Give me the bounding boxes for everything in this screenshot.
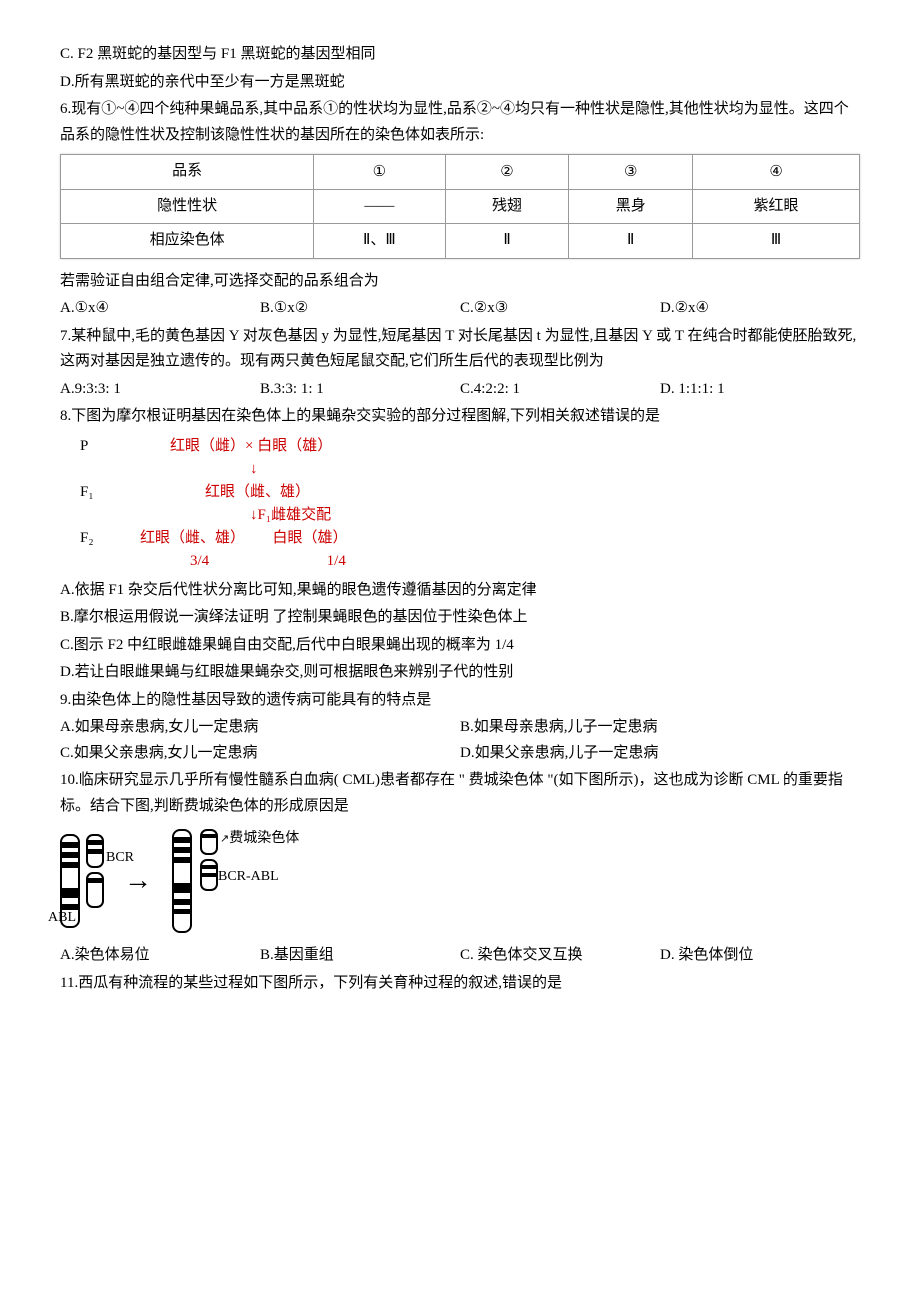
- q10-option-b: B.基因重组: [260, 943, 460, 969]
- table-cell: Ⅱ: [445, 224, 569, 259]
- bcr-label: BCR: [106, 846, 134, 870]
- table-cell: Ⅱ: [569, 224, 693, 259]
- q7-option-b: B.3:3: 1: 1: [260, 377, 460, 403]
- q6-stem: 6.现有①~④四个纯种果蝇品系,其中品系①的性状均为显性,品系②~④均只有一种性…: [60, 97, 860, 148]
- table-cell: 相应染色体: [61, 224, 314, 259]
- q9-option-d: D.如果父亲患病,儿子一定患病: [460, 741, 860, 767]
- q5-option-d: D.所有黑斑蛇的亲代中至少有一方是黑斑蛇: [60, 70, 860, 96]
- table-row: 相应染色体 Ⅱ、Ⅲ Ⅱ Ⅱ Ⅲ: [61, 224, 860, 259]
- q8-diagram: P 红眼（雌）× 白眼（雄） ↓ F₁ 红眼（雌、雄） ↓F₁雌雄交配 F₂ 红…: [80, 436, 860, 572]
- arrow-down-icon: ↓: [250, 459, 258, 480]
- table-row: 隐性性状 —— 残翅 黑身 紫红眼: [61, 189, 860, 224]
- table-cell: 残翅: [445, 189, 569, 224]
- q7-option-a: A.9:3:3: 1: [60, 377, 260, 403]
- q10-stem: 10.临床研究显示几乎所有慢性髓系白血病( CML)患者都存在 " 费城染色体 …: [60, 768, 860, 819]
- chromosome-icon: [172, 829, 192, 933]
- q6-option-c: C.②x③: [460, 296, 660, 322]
- ph-label: ↗费城染色体: [220, 827, 299, 851]
- q9-choices-row1: A.如果母亲患病,女儿一定患病 B.如果母亲患病,儿子一定患病: [60, 715, 860, 741]
- q8-option-b: B.摩尔根运用假说一演绎法证明 了控制果蝇眼色的基因位于性染色体上: [60, 605, 860, 631]
- q7-choices: A.9:3:3: 1 B.3:3: 1: 1 C.4:2:2: 1 D. 1:1…: [60, 377, 860, 403]
- q7-option-c: C.4:2:2: 1: [460, 377, 660, 403]
- chromosome-icon: [200, 829, 218, 855]
- table-header: ③: [569, 155, 693, 190]
- table-header: 品系: [61, 155, 314, 190]
- q8-option-d: D.若让白眼雌果蝇与红眼雄果蝇杂交,则可根据眼色来辨别子代的性别: [60, 660, 860, 686]
- bcrabl-label: BCR-ABL: [218, 865, 279, 889]
- chromosome-icon: [86, 872, 104, 908]
- q9-stem: 9.由染色体上的隐性基因导致的遗传病可能具有的特点是: [60, 688, 860, 714]
- chromosome-icon: [200, 859, 218, 891]
- q6-option-a: A.①x④: [60, 296, 260, 322]
- q9-choices-row2: C.如果父亲患病,女儿一定患病 D.如果父亲患病,儿子一定患病: [60, 741, 860, 767]
- q9-option-b: B.如果母亲患病,儿子一定患病: [460, 715, 860, 741]
- q8-stem: 8.下图为摩尔根证明基因在染色体上的果蝇杂交实验的部分过程图解,下列相关叙述错误…: [60, 404, 860, 430]
- q8-option-c: C.图示 F2 中红眼雌雄果蝇自由交配,后代中白眼果蝇出现的概率为 1/4: [60, 633, 860, 659]
- f2-right: 白眼（雄）: [273, 530, 348, 546]
- table-cell: 紫红眼: [693, 189, 860, 224]
- abl-label: ABL: [48, 906, 76, 930]
- table-cell: Ⅱ、Ⅲ: [314, 224, 446, 259]
- q11-stem: 11.西瓜有种流程的某些过程如下图所示，下列有关育种过程的叙述,错误的是: [60, 971, 860, 997]
- q6-table: 品系 ① ② ③ ④ 隐性性状 —— 残翅 黑身 紫红眼 相应染色体 Ⅱ、Ⅲ Ⅱ…: [60, 154, 860, 259]
- table-cell: 黑身: [569, 189, 693, 224]
- p-text: 红眼（雌）× 白眼（雄）: [170, 438, 332, 454]
- chromosome-icon: [86, 834, 104, 868]
- f2-label: F₂: [80, 528, 110, 549]
- q6-option-b: B.①x②: [260, 296, 460, 322]
- f1-arrow: ↓F₁雌雄交配: [250, 507, 331, 523]
- q9-option-c: C.如果父亲患病,女儿一定患病: [60, 741, 460, 767]
- table-header: ④: [693, 155, 860, 190]
- q6-choices: A.①x④ B.①x② C.②x③ D.②x④: [60, 296, 860, 322]
- f1-text: 红眼（雌、雄）: [205, 484, 310, 500]
- q5-option-c: C. F2 黑斑蛇的基因型与 F1 黑斑蛇的基因型相同: [60, 42, 860, 68]
- p-label: P: [80, 436, 110, 457]
- q10-diagram: BCR ABL → ↗费城染色体 BCR-ABL: [60, 829, 860, 933]
- q10-option-c: C. 染色体交叉互换: [460, 943, 660, 969]
- f2-left-ratio: 3/4: [190, 553, 209, 569]
- table-header: ①: [314, 155, 446, 190]
- q6-stem2: 若需验证自由组合定律,可选择交配的品系组合为: [60, 269, 860, 295]
- q7-option-d: D. 1:1:1: 1: [660, 377, 860, 403]
- q6-option-d: D.②x④: [660, 296, 860, 322]
- f1-label: F₁: [80, 482, 110, 503]
- f2-right-ratio: 1/4: [327, 553, 346, 569]
- f2-left: 红眼（雌、雄）: [140, 530, 245, 546]
- q7-stem: 7.某种鼠中,毛的黄色基因 Y 对灰色基因 y 为显性,短尾基因 T 对长尾基因…: [60, 324, 860, 375]
- q10-option-a: A.染色体易位: [60, 943, 260, 969]
- q9-option-a: A.如果母亲患病,女儿一定患病: [60, 715, 460, 741]
- q10-option-d: D. 染色体倒位: [660, 943, 860, 969]
- q8-option-a: A.依据 F1 杂交后代性状分离比可知,果蝇的眼色遗传遵循基因的分离定律: [60, 578, 860, 604]
- table-cell: 隐性性状: [61, 189, 314, 224]
- q10-choices: A.染色体易位 B.基因重组 C. 染色体交叉互换 D. 染色体倒位: [60, 943, 860, 969]
- table-row: 品系 ① ② ③ ④: [61, 155, 860, 190]
- table-cell: Ⅲ: [693, 224, 860, 259]
- table-header: ②: [445, 155, 569, 190]
- table-cell: ——: [314, 189, 446, 224]
